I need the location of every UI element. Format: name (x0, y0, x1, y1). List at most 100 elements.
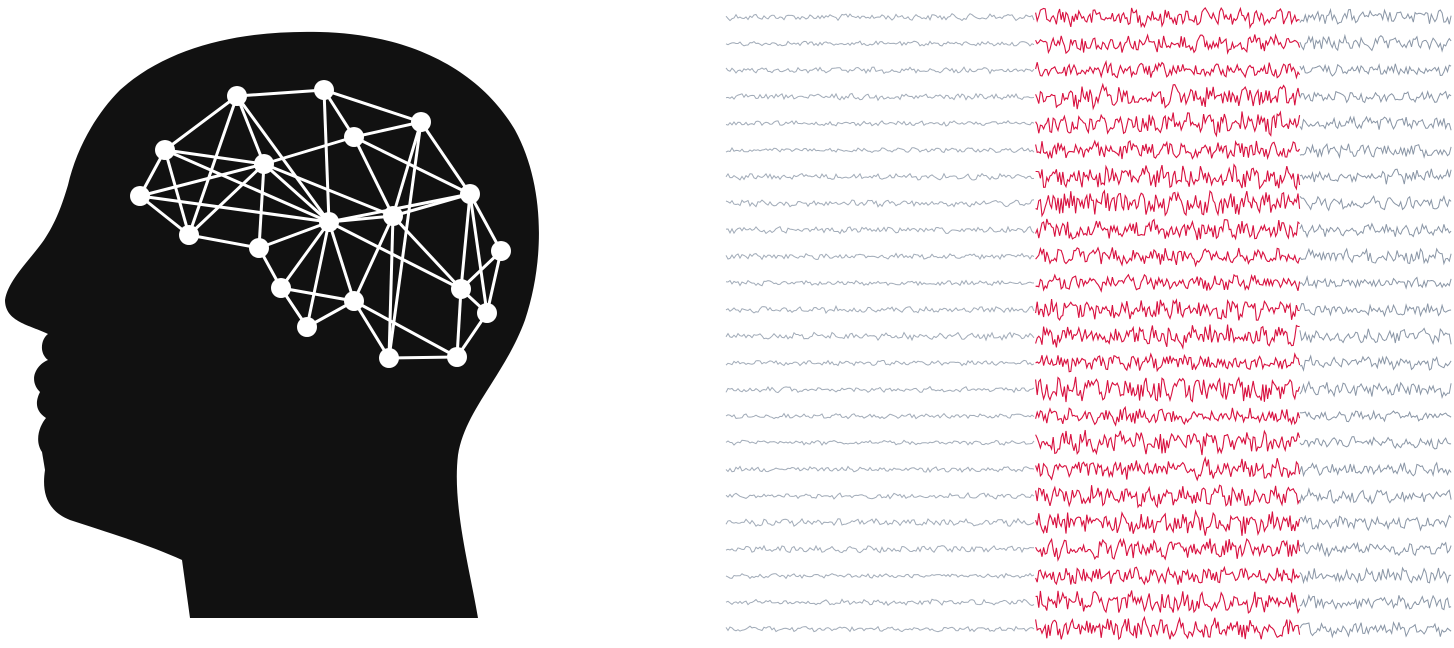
network-edge (263, 135, 355, 166)
eeg-waveform-panel (720, 0, 1454, 648)
network-edge (468, 193, 489, 314)
eeg-seizure-trace (1035, 376, 1301, 403)
eeg-postictal-trace (1299, 168, 1452, 185)
network-edge (139, 194, 190, 237)
eeg-channel (725, 615, 1452, 641)
network-edge (391, 121, 423, 217)
eeg-channel (725, 6, 1452, 30)
network-edge (163, 149, 191, 236)
network-edge (323, 88, 422, 124)
eeg-baseline-trace (725, 199, 1035, 208)
eeg-baseline-trace (725, 465, 1035, 473)
eeg-channel (725, 429, 1452, 456)
eeg-seizure-trace (1035, 352, 1301, 373)
network-edge (328, 220, 462, 291)
eeg-seizure-trace (1035, 324, 1300, 350)
eeg-postictal-trace (1299, 514, 1452, 532)
eeg-seizure-trace (1035, 565, 1301, 586)
eeg-channel (725, 82, 1452, 111)
eeg-channel (725, 59, 1452, 80)
eeg-baseline-trace (725, 147, 1035, 154)
eeg-channel (725, 139, 1452, 161)
eeg-postictal-trace (1299, 33, 1452, 53)
brain-network-icon (130, 80, 511, 368)
eeg-postictal-trace (1299, 194, 1452, 212)
head-illustration (0, 0, 700, 648)
network-node (319, 212, 339, 232)
network-node (271, 278, 291, 298)
eeg-postictal-trace (1299, 115, 1452, 131)
network-node (130, 186, 150, 206)
network-edge (353, 135, 471, 196)
network-edge (391, 214, 463, 291)
eeg-baseline-trace (725, 359, 1035, 367)
eeg-postictal-trace (1299, 303, 1452, 318)
eeg-seizure-trace (1035, 537, 1301, 562)
eeg-seizure-trace (1035, 298, 1300, 321)
network-edge (352, 300, 391, 359)
network-edge (258, 220, 330, 250)
eeg-baseline-trace (725, 625, 1035, 633)
head-silhouette-icon (5, 31, 539, 618)
network-edge (257, 163, 266, 249)
eeg-traces (725, 6, 1452, 641)
eeg-postictal-trace (1299, 566, 1452, 585)
network-edge (459, 193, 472, 290)
network-edge (263, 162, 330, 224)
eeg-channel (725, 33, 1452, 55)
eeg-channel (725, 189, 1452, 218)
eeg-channel (725, 484, 1452, 509)
eeg-seizure-trace (1035, 456, 1301, 482)
network-node (344, 291, 364, 311)
network-edge (322, 89, 331, 223)
eeg-channel (725, 456, 1452, 482)
network-edge (388, 355, 458, 360)
network-node (451, 279, 471, 299)
network-node (179, 225, 199, 245)
eeg-seizure-trace (1035, 615, 1301, 641)
eeg-baseline-trace (725, 305, 1035, 314)
network-edge (387, 121, 423, 359)
eeg-postictal-trace (1299, 541, 1452, 558)
network-node (155, 140, 175, 160)
network-node (477, 303, 497, 323)
eeg-baseline-trace (725, 331, 1035, 342)
network-edge (236, 88, 325, 98)
eeg-baseline-trace (725, 598, 1035, 607)
eeg-postictal-trace (1299, 409, 1452, 423)
eeg-seizure-trace (1035, 110, 1301, 138)
eeg-channel (725, 163, 1452, 191)
eeg-baseline-trace (725, 517, 1035, 527)
network-edge (139, 194, 330, 224)
eeg-baseline-trace (725, 13, 1035, 22)
eeg-baseline-trace (725, 439, 1035, 447)
eeg-seizure-trace (1035, 189, 1301, 218)
eeg-baseline-trace (725, 225, 1035, 235)
eeg-channel (725, 509, 1452, 536)
eeg-baseline-trace (725, 120, 1035, 127)
network-edge (164, 148, 330, 224)
network-edge (485, 250, 503, 314)
network-node (254, 154, 274, 174)
eeg-seizure-trace (1035, 273, 1301, 293)
network-edge (235, 95, 266, 165)
eeg-postictal-trace (1299, 275, 1452, 290)
eeg-channel (725, 405, 1452, 427)
network-node (344, 127, 364, 147)
eeg-channel (725, 298, 1452, 321)
network-edge (279, 221, 331, 289)
network-node (383, 206, 403, 226)
network-edge (353, 299, 458, 359)
network-edge (327, 221, 356, 302)
eeg-channel (725, 537, 1452, 562)
eeg-seizure-trace (1035, 6, 1300, 30)
eeg-baseline-trace (725, 491, 1035, 500)
network-edge (188, 233, 260, 250)
network-edge (468, 193, 503, 252)
eeg-seizure-trace (1035, 82, 1301, 111)
network-edge (328, 192, 471, 224)
eeg-seizure-trace (1035, 590, 1301, 614)
eeg-postictal-trace (1299, 222, 1452, 239)
eeg-postictal-trace (1299, 593, 1452, 611)
eeg-postictal-trace (1299, 436, 1452, 450)
